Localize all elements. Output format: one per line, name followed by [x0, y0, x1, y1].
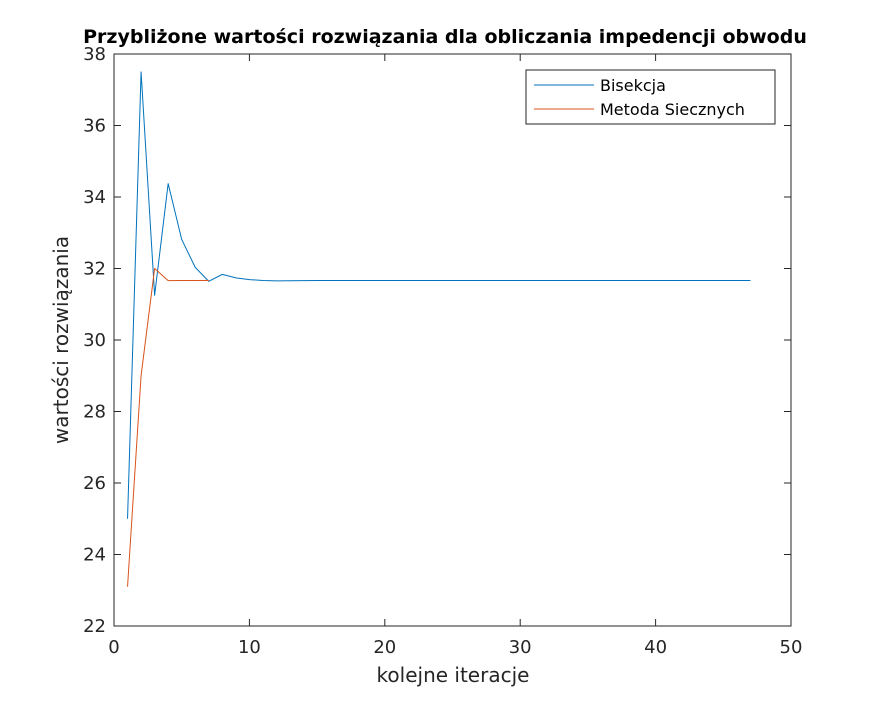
- y-tick-label: 24: [83, 545, 106, 566]
- y-tick-label: 32: [83, 259, 106, 280]
- y-tick-label: 22: [83, 616, 106, 637]
- y-tick-label: 38: [83, 44, 106, 65]
- y-tick-label: 36: [83, 116, 106, 137]
- legend-box: [525, 69, 776, 125]
- x-tick-label: 10: [238, 637, 261, 658]
- legend: Bisekcja Metoda Siecznych: [525, 69, 776, 125]
- y-tick-label: 28: [83, 402, 106, 423]
- y-tick-label: 30: [83, 330, 106, 351]
- x-tick-label: 20: [373, 637, 396, 658]
- x-tick-label: 0: [108, 637, 119, 658]
- y-tick-label: 26: [83, 473, 106, 494]
- series-line-bisekcja: [127, 71, 751, 519]
- legend-label-bisekcja: Bisekcja: [600, 76, 666, 95]
- legend-label-metoda-siecznych: Metoda Siecznych: [600, 100, 745, 119]
- plot-frame: [113, 53, 792, 627]
- axis-ticks: 0 10 20 30 40 50 22 24 26 28 30 32 34 36 38: [83, 44, 802, 658]
- x-tick-label: 30: [509, 637, 532, 658]
- plot-area: [113, 53, 792, 627]
- y-axis-label: wartości rozwiązania: [49, 236, 73, 444]
- x-tick-label: 40: [644, 637, 667, 658]
- series-line-metoda-siecznych: [127, 268, 209, 587]
- x-tick-label: 50: [780, 637, 803, 658]
- series-lines: [127, 71, 751, 587]
- x-axis-label: kolejne iteracje: [377, 663, 530, 687]
- y-tick-label: 34: [83, 187, 106, 208]
- chart-title: Przybliżone wartości rozwiązania dla obl…: [83, 26, 807, 48]
